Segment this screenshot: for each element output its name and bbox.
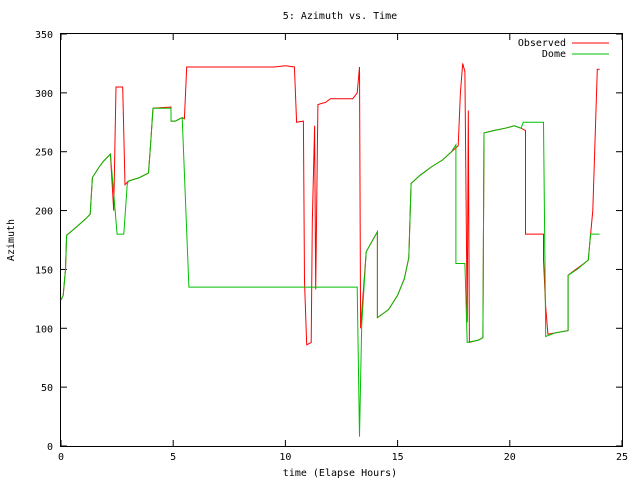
y-tick-label: 200 [35,207,53,218]
y-tick-label: 50 [41,383,53,394]
x-tick-label: 0 [58,452,64,463]
series-line-observed [60,63,600,346]
legend-label-dome: Dome [542,49,566,60]
y-tick-label: 100 [35,324,53,335]
x-tick-label: 5 [170,452,176,463]
y-tick-label: 150 [35,265,53,276]
y-tick-label: 0 [47,442,53,453]
chart-title: 5: Azimuth vs. Time [283,11,397,22]
x-tick-label: 20 [504,452,516,463]
legend-label-observed: Observed [518,38,566,49]
plot-frame [60,33,623,447]
x-axis-label: time (Elapse Hours) [283,468,397,479]
x-tick-label: 10 [279,452,291,463]
series-line-dome [60,107,600,437]
y-tick-label: 300 [35,89,53,100]
x-tick-label: 15 [392,452,404,463]
series-layer [60,63,600,437]
y-axis-label: Azimuth [6,219,17,261]
x-tick-label: 25 [616,452,628,463]
y-tick-label: 350 [35,30,53,41]
y-tick-label: 250 [35,148,53,159]
